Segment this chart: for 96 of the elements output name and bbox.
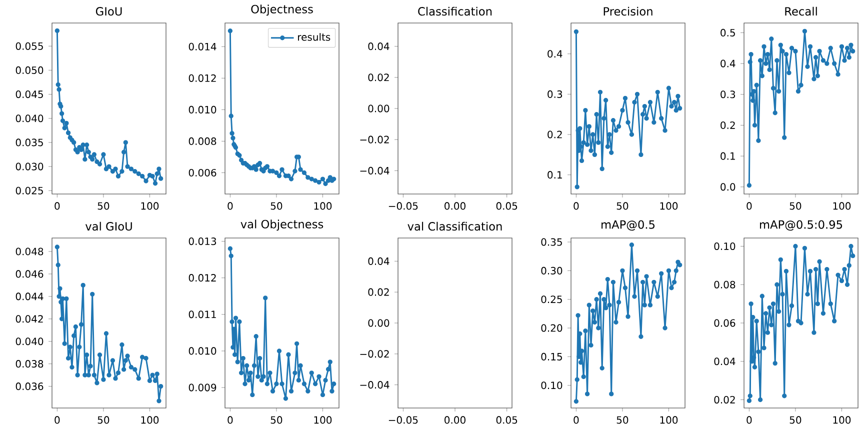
y-tick-label: 0.10 [541,382,562,390]
y-tick-label: 0.5 [720,28,735,36]
y-tick-label: −0.02 [360,350,389,358]
y-tick-label: 0.025 [16,186,43,194]
y-tick-label: 0.00 [368,104,390,112]
y-tick-label: 0.030 [16,162,44,170]
x-tick-label: 0.05 [496,416,518,424]
x-tick-label: 100 [660,416,678,424]
x-tick-label: 0.05 [496,202,518,210]
y-tick-label: 0.009 [188,384,216,392]
x-tick-label: 0.00 [444,202,466,210]
x-tick-label: 0 [228,416,233,424]
x-tick-label: 50 [98,416,110,424]
x-tick-label: 50 [616,202,628,210]
y-tick-label: 0.012 [188,74,216,82]
chart-title: Precision [604,6,652,16]
x-tick-label: 0 [746,416,752,424]
chart-title: mAP@0.5 [602,220,654,231]
y-tick-label: 0.02 [368,288,389,296]
y-tick-label: 0.035 [16,138,43,146]
x-tick-label: −0.05 [388,416,418,424]
x-tick-label: 100 [141,416,159,424]
chart-title: GIoU [96,7,122,16]
y-tick-label: 0.15 [541,352,562,360]
y-tick-label: 0.055 [16,42,43,50]
x-tick-label: 100 [314,416,332,424]
y-tick-label: 0.02 [714,396,735,404]
y-tick-label: 0.0 [720,183,736,191]
y-tick-label: 0.2 [548,130,562,138]
y-tick-label: 0.02 [368,74,389,82]
x-tick-label: 0 [574,416,579,424]
y-tick-label: 0.010 [188,347,216,355]
y-tick-label: 0.046 [16,270,44,278]
x-tick-label: 50 [270,202,282,210]
y-tick-label: 0.036 [16,382,44,390]
y-tick-label: 0.4 [720,60,736,68]
y-tick-label: 0.2 [720,121,735,130]
y-tick-label: 0.006 [188,168,216,177]
chart-title: val GIoU [85,222,132,231]
x-tick-label: 50 [98,202,110,210]
y-tick-label: 0.012 [188,274,216,282]
y-tick-label: −0.04 [360,381,390,389]
x-tick-label: −0.05 [388,202,418,210]
y-tick-label: −0.02 [360,136,389,144]
chart-title: val Classification [408,222,502,231]
y-tick-label: 0.048 [16,248,44,256]
x-tick-label: 0.00 [444,416,466,424]
x-tick-label: 100 [660,202,678,210]
y-tick-label: 0.4 [548,50,562,58]
y-tick-label: 0.1 [548,171,562,179]
y-tick-label: 0.008 [188,137,216,145]
y-tick-label: 0.044 [16,292,44,300]
chart-title: val Objectness [240,220,324,231]
x-tick-label: 100 [141,202,159,210]
y-tick-label: 0.040 [16,114,44,122]
x-tick-label: 100 [833,202,851,210]
x-tick-label: 50 [616,416,628,424]
x-tick-label: 50 [790,416,802,424]
y-tick-label: 0.04 [714,358,736,366]
y-tick-label: 0.013 [188,238,216,246]
x-tick-label: 50 [790,202,802,210]
y-tick-label: 0.10 [714,242,736,250]
y-tick-label: −0.04 [360,166,390,174]
y-tick-label: 0.20 [541,324,562,332]
y-tick-label: 0.040 [16,338,44,346]
y-tick-label: 0.3 [720,90,736,98]
x-tick-label: 0 [54,202,60,210]
x-tick-label: 0 [228,202,233,210]
x-tick-label: 0 [746,202,752,210]
x-tick-label: 100 [833,416,851,424]
y-tick-label: 0.35 [541,238,562,246]
x-tick-label: 0 [574,202,579,210]
y-tick-label: 0.3 [548,90,562,98]
y-tick-label: 0.045 [16,90,43,98]
y-tick-label: 0.06 [714,319,736,327]
y-tick-label: 0.014 [188,42,216,50]
y-tick-label: 0.25 [541,296,562,304]
chart-title: Objectness [251,4,313,16]
y-tick-label: 0.1 [720,152,735,160]
y-tick-label: 0.050 [16,66,44,74]
legend-label: results [298,33,330,41]
x-tick-label: 0 [54,416,60,424]
chart-title: Recall [785,6,817,16]
y-tick-label: 0.08 [714,280,736,288]
chart-title: Classification [418,6,492,16]
y-tick-label: 0.04 [368,42,390,50]
x-tick-label: 50 [270,416,282,424]
y-tick-label: 0.038 [16,360,44,368]
y-tick-label: 0.00 [368,319,390,327]
y-tick-label: 0.010 [188,106,216,114]
y-tick-label: 0.04 [368,257,390,265]
chart-title: mAP@0.5:0.95 [760,220,842,231]
y-tick-label: 0.30 [541,266,562,274]
y-tick-label: 0.042 [16,315,43,323]
y-tick-label: 0.011 [188,310,216,318]
x-tick-label: 100 [314,202,332,210]
